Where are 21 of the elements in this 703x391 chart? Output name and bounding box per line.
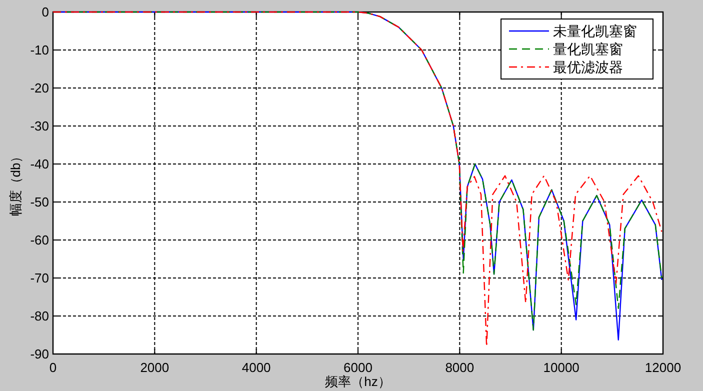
y-tick-label: -60: [30, 232, 49, 248]
y-tick-label: -10: [30, 42, 49, 58]
y-tick-label: -90: [30, 346, 49, 362]
legend-label: 最优滤波器: [553, 59, 623, 75]
x-tick-label: 2000: [140, 360, 170, 375]
y-tick-label: -40: [30, 156, 49, 172]
y-tick-label: -50: [30, 194, 49, 210]
x-axis-title: 频率（hz）: [325, 374, 391, 389]
y-tick-label: -20: [30, 80, 49, 96]
y-tick-label: -70: [30, 270, 49, 286]
y-axis-title: 幅度（db）: [8, 150, 23, 216]
x-tick-label: 12000: [644, 360, 682, 375]
y-tick-label: -30: [30, 118, 49, 134]
x-tick-label: 4000: [242, 360, 271, 375]
x-tick-label: 10000: [543, 360, 580, 375]
y-tick-label: 0: [42, 4, 49, 20]
legend-label: 量化凯塞窗: [553, 41, 623, 57]
x-tick-label: 8000: [445, 360, 474, 375]
x-tick-label: 6000: [344, 360, 372, 375]
y-tick-label: -80: [30, 308, 49, 324]
legend-label: 未量化凯塞窗: [553, 23, 637, 39]
